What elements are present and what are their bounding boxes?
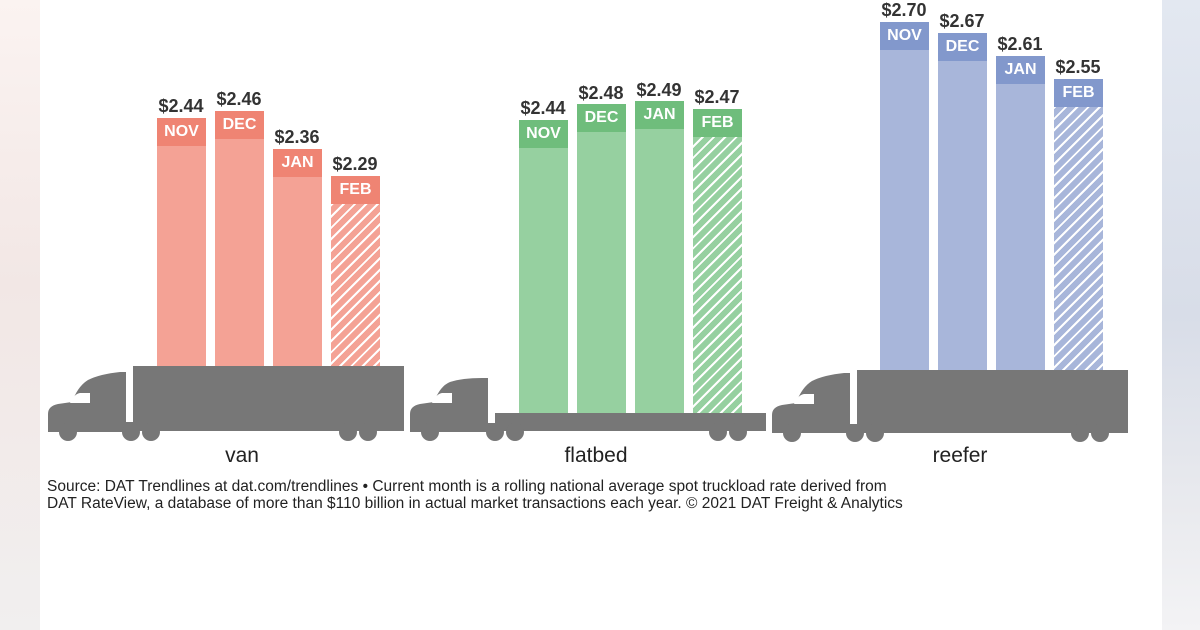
left-margin: [0, 0, 40, 630]
value-label: $2.49: [636, 80, 682, 100]
source-line-1: Source: DAT Trendlines at dat.com/trendl…: [47, 478, 887, 495]
bar-reefer-feb: FEB: [1054, 79, 1103, 374]
month-band: FEB: [693, 109, 742, 137]
month-band: FEB: [1054, 79, 1103, 107]
bar-reefer-jan: JAN: [996, 56, 1045, 374]
value-label: $2.55: [1055, 57, 1101, 77]
van-truck-icon: [48, 366, 404, 441]
month-band: NOV: [157, 118, 206, 146]
bar-van-nov: NOV: [157, 118, 206, 370]
bar-van-dec: DEC: [215, 111, 264, 370]
group-label-flatbed: flatbed: [564, 444, 628, 467]
value-label: $2.48: [578, 83, 624, 103]
source-line-2: DAT RateView, a database of more than $1…: [47, 495, 903, 512]
value-label: $2.29: [332, 154, 378, 174]
bar-van-jan: JAN: [273, 149, 322, 370]
bar-flatbed-feb: FEB: [693, 109, 742, 413]
bar-flatbed-dec: DEC: [577, 104, 626, 413]
value-label: $2.47: [694, 87, 740, 107]
value-label: $2.44: [520, 98, 566, 118]
group-label-van: van: [225, 444, 259, 467]
reefer-truck-icon: [772, 370, 1128, 442]
bar-reefer-nov: NOV: [880, 22, 929, 374]
month-band: FEB: [331, 176, 380, 204]
right-margin: [1162, 0, 1200, 630]
month-band: DEC: [577, 104, 626, 132]
bar-flatbed-nov: NOV: [519, 120, 568, 413]
month-band: NOV: [880, 22, 929, 50]
value-label: $2.70: [881, 0, 927, 20]
bar-flatbed-jan: JAN: [635, 101, 684, 413]
value-label: $2.46: [216, 89, 262, 109]
group-label-reefer: reefer: [932, 444, 988, 467]
value-label: $2.44: [158, 96, 204, 116]
month-band: JAN: [996, 56, 1045, 84]
month-band: NOV: [519, 120, 568, 148]
value-label: $2.67: [939, 11, 985, 31]
value-label: $2.36: [274, 127, 320, 147]
month-band: JAN: [273, 149, 322, 177]
flatbed-truck-icon: [410, 378, 766, 441]
value-label: $2.61: [997, 34, 1043, 54]
bar-reefer-dec: DEC: [938, 33, 987, 374]
month-band: JAN: [635, 101, 684, 129]
month-band: DEC: [215, 111, 264, 139]
bar-van-feb: FEB: [331, 176, 380, 370]
month-band: DEC: [938, 33, 987, 61]
source-note: Source: DAT Trendlines at dat.com/trendl…: [47, 478, 1147, 512]
